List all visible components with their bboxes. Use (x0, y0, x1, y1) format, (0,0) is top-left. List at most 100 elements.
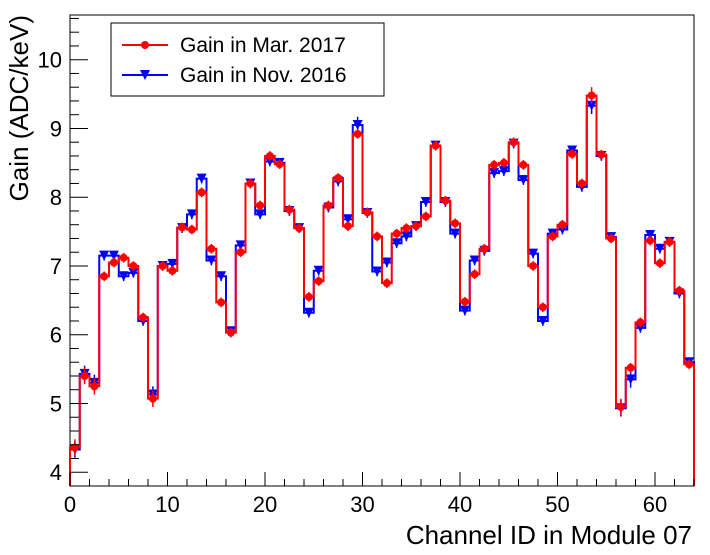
data-point (420, 197, 431, 208)
series-step-line (69, 104, 695, 486)
data-point (207, 244, 216, 253)
data-point (470, 270, 479, 279)
series-layer (69, 87, 695, 486)
x-axis-title: Channel ID in Module 07 (406, 520, 692, 550)
data-point (685, 360, 694, 369)
x-tick-label: 60 (643, 492, 667, 517)
y-tick-label: 10 (38, 48, 62, 73)
data-point (451, 219, 460, 228)
data-point (139, 313, 148, 322)
data-point (529, 261, 538, 270)
y-tick-label: 8 (50, 185, 62, 210)
data-point (235, 240, 246, 251)
data-point (577, 179, 586, 188)
legend-marker-nov2016 (140, 70, 150, 80)
data-point (100, 272, 109, 281)
data-point (654, 243, 665, 254)
data-point (265, 151, 274, 160)
data-point (509, 138, 518, 147)
data-point (421, 212, 430, 221)
data-point (548, 232, 557, 241)
data-point (226, 328, 235, 337)
x-tick-label: 30 (350, 492, 374, 517)
data-point (616, 402, 625, 411)
data-point (246, 179, 255, 188)
legend-label-nov2016: Gain in Nov. 2016 (180, 64, 347, 87)
data-point (196, 173, 207, 184)
data-point (625, 374, 636, 385)
data-point (675, 286, 684, 295)
data-point (303, 307, 314, 318)
data-point (586, 100, 597, 111)
data-point (646, 236, 655, 245)
data-point (236, 248, 245, 257)
data-point (373, 232, 382, 241)
data-point (450, 228, 461, 239)
data-point (255, 209, 266, 220)
data-point (80, 371, 89, 380)
data-point (402, 224, 411, 233)
data-point (538, 303, 547, 312)
data-point (490, 160, 499, 169)
y-tick-label: 9 (50, 116, 62, 141)
data-point (216, 271, 227, 282)
data-point (363, 208, 372, 217)
legend-marker-mar2017 (141, 41, 149, 49)
series-nov2016 (69, 97, 695, 486)
data-point (285, 205, 294, 214)
data-point (528, 248, 539, 259)
data-point (148, 394, 157, 403)
data-point (499, 158, 508, 167)
data-point (636, 318, 645, 327)
data-point (334, 173, 343, 182)
data-point (128, 267, 139, 278)
data-point (392, 229, 401, 238)
data-point (70, 443, 79, 452)
data-point (353, 129, 362, 138)
data-point (90, 382, 99, 391)
data-point (187, 225, 196, 234)
data-point (498, 166, 509, 177)
y-tick-label: 7 (50, 254, 62, 279)
data-point (178, 223, 187, 232)
y-tick-label: 4 (50, 460, 62, 485)
data-point (537, 315, 548, 326)
y-axis-title: Gain (ADC/keV) (4, 15, 34, 201)
data-point (469, 255, 480, 266)
data-point (607, 234, 616, 243)
data-point (412, 222, 421, 231)
y-tick-label: 5 (50, 391, 62, 416)
data-point (558, 220, 567, 229)
data-point (352, 120, 363, 131)
data-point (129, 261, 138, 270)
data-point (519, 160, 528, 169)
data-point (597, 150, 606, 159)
data-point (391, 238, 402, 249)
data-point (381, 257, 392, 268)
data-point (459, 305, 470, 316)
x-tick-label: 20 (253, 492, 277, 517)
data-point (587, 91, 596, 100)
data-point (168, 266, 177, 275)
data-point (568, 149, 577, 158)
data-point (655, 259, 664, 268)
x-tick-label: 40 (448, 492, 472, 517)
data-point (431, 141, 440, 150)
data-point (665, 237, 674, 246)
data-point (186, 209, 197, 220)
data-point (99, 250, 110, 261)
axis-layer: 0 10 20 30 40 50 60 4 5 6 7 8 9 10 (38, 17, 695, 517)
data-point (256, 201, 265, 210)
series-mar2017 (69, 87, 695, 486)
data-point (441, 196, 450, 205)
data-point (197, 188, 206, 197)
data-point (206, 255, 217, 266)
data-point (295, 224, 304, 233)
y-tick-label: 6 (50, 323, 62, 348)
legend-box (110, 22, 385, 97)
data-point (118, 271, 129, 282)
data-point (167, 258, 178, 269)
data-point (324, 201, 333, 210)
data-point (489, 168, 500, 179)
